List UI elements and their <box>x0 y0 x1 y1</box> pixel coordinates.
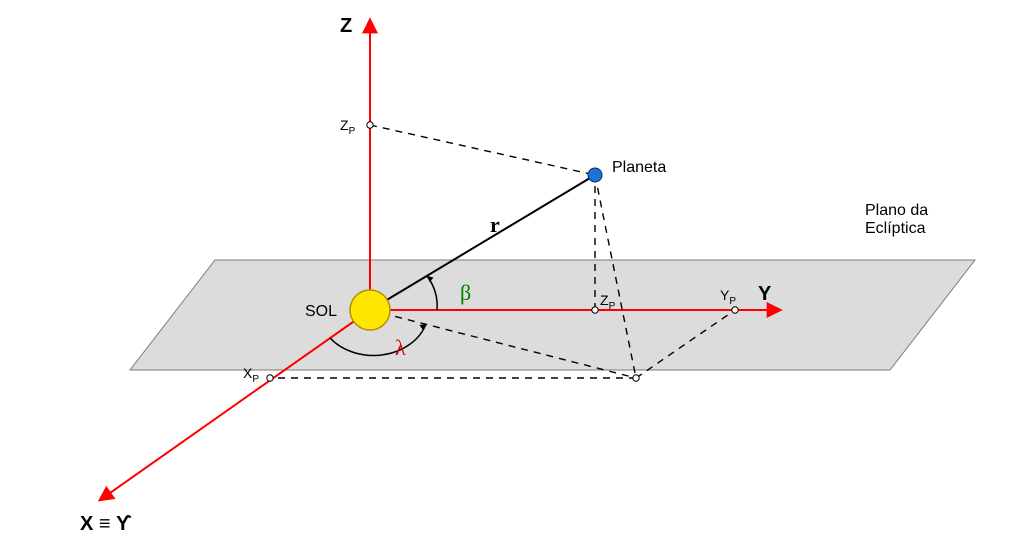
sun-label: SOL <box>305 303 337 320</box>
tick-xp <box>267 375 273 381</box>
axis-z-label: Z <box>340 15 352 37</box>
diagram-root: Plano da Eclíptica Z Y X ≡ ϒ λ β r SOL P… <box>0 0 1024 558</box>
tick-proj-point <box>633 375 639 381</box>
label-zp-axis: ZP <box>340 117 356 137</box>
ecliptic-plane <box>130 260 975 370</box>
axis-x-label: X ≡ ϒ <box>80 513 132 535</box>
plane-label-line2: Eclíptica <box>865 220 926 237</box>
sun-icon <box>350 290 390 330</box>
planet-icon <box>588 168 602 182</box>
svg-text:ZP: ZP <box>340 117 356 137</box>
tick-zp-axis <box>367 122 373 128</box>
planet-label: Planeta <box>612 159 666 176</box>
axis-y-label: Y <box>758 283 772 305</box>
angle-lambda-label: λ <box>395 335 406 360</box>
vector-r-label: r <box>490 212 500 237</box>
angle-beta-label: β <box>460 280 471 305</box>
proj-zp-horizontal <box>370 125 595 175</box>
tick-zp-drop <box>592 307 598 313</box>
tick-yp <box>732 307 738 313</box>
plane-label-line1: Plano da <box>865 202 928 219</box>
